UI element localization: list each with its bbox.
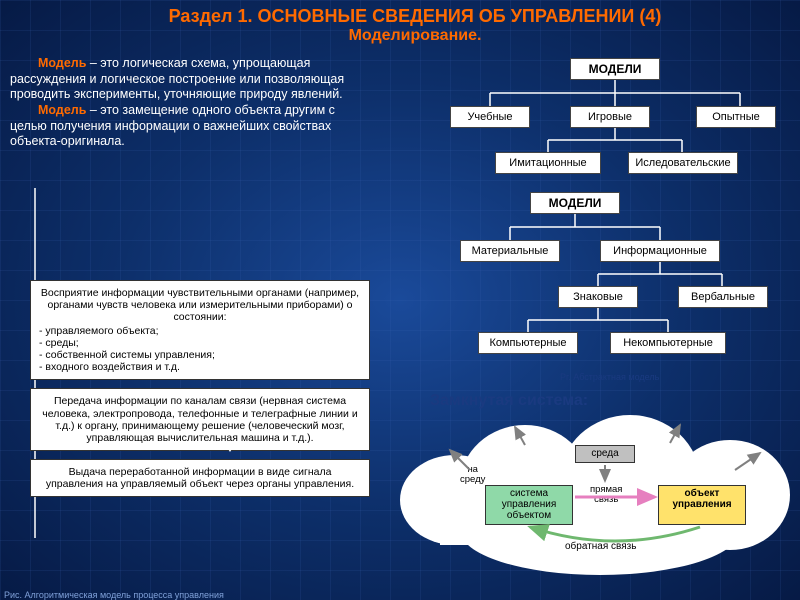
tree1-n2: Игровые: [570, 106, 650, 128]
tree1-n3: Опытные: [696, 106, 776, 128]
title-line2: Моделирование.: [50, 27, 780, 45]
tree2-n5: Компьютерные: [478, 332, 578, 354]
panel-1-lead: Восприятие информации чувствительными ор…: [39, 287, 361, 323]
panel-2: Передача информации по каналам связи (не…: [30, 388, 370, 450]
process-panels: Восприятие информации чувствительными ор…: [30, 280, 370, 505]
title-line1: Раздел 1. ОСНОВНЫЕ СВЕДЕНИЯ ОБ УПРАВЛЕНИ…: [50, 6, 780, 27]
tree1-n4: Имитационные: [495, 152, 601, 174]
panel-1: Восприятие информации чувствительными ор…: [30, 280, 370, 380]
tree2-n2: Информационные: [600, 240, 720, 262]
panel-1-i4: входного воздействия и т.д.: [39, 361, 361, 373]
def-kw-1: Модель: [38, 56, 86, 70]
definition-block: Модель – это логическая схема, упрощающа…: [10, 56, 370, 150]
tree2-n6: Некомпьютерные: [610, 332, 726, 354]
footer-caption: Рис. Алгоритмическая модель процесса упр…: [4, 590, 224, 600]
arrow-down-icon: [225, 444, 235, 452]
panel-1-i1: управляемого объекта;: [39, 325, 361, 337]
panel-1-i2: среды;: [39, 337, 361, 349]
tree1-n5: Иследовательские: [628, 152, 738, 174]
closed-title: Замкнутая система:: [430, 392, 588, 410]
tree2-n1: Материальные: [460, 240, 560, 262]
tree1-n1: Учебные: [450, 106, 530, 128]
tree2-root: МОДЕЛИ: [530, 192, 620, 214]
panel-1-i3: собственной системы управления;: [39, 349, 361, 361]
tree1-root: МОДЕЛИ: [570, 58, 660, 80]
alt-caption: Рг. Абстрактная модель: [560, 372, 659, 382]
arrow-down-icon: [225, 366, 235, 374]
tree2-n4: Вербальные: [678, 286, 768, 308]
panel-3: Выдача переработанной информации в виде …: [30, 459, 370, 497]
tree2-n3: Знаковые: [558, 286, 638, 308]
def-kw-2: Модель: [38, 103, 86, 117]
cloud-diagram: среда на среду система управления объект…: [400, 415, 790, 585]
